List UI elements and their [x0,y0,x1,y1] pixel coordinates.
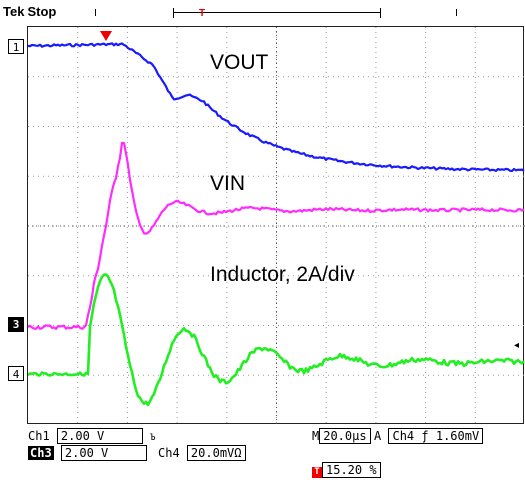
status-bar: Tek Stop T [0,0,525,24]
trigger-position-badge-icon: T [312,467,322,478]
trigger-source: Ch4 [392,429,415,443]
trigger-percent: 15.20 % [322,462,381,478]
vout-trace [28,42,525,173]
inductor-trace [28,273,525,407]
timebase-value: 20.0µs [319,428,371,444]
trigger-marker-icon [100,31,112,41]
record-length-bar [173,8,381,18]
ch4-name: Ch4 [158,446,180,460]
ch1-readout[interactable]: Ch1 2.00 V Ъ [28,428,156,445]
ch3-scale: 2.00 V [60,445,147,461]
ch3-readout[interactable]: Ch3 2.00 V [28,445,147,461]
graticule [28,27,525,425]
timebase-readout[interactable]: M 20.0µs [312,428,371,444]
trigger-settings: Ch4 ƒ 1.60mV [388,428,484,444]
brand-text: Tek [3,4,25,19]
brand-label: Tek Stop [3,4,56,19]
trigger-mode: A [374,429,382,443]
inductor-label: Inductor, 2A/div [210,263,355,286]
trigger-level: 1.60mV [435,429,480,443]
ch4-readout[interactable]: Ch4 20.0mVΩ [158,445,246,461]
ch3-name: Ch3 [28,446,54,460]
ch3-marker[interactable]: 3 [8,317,24,332]
ch4-scale: 20.0mVΩ [186,445,246,461]
run-state: Stop [27,4,57,19]
trigger-level-arrow-icon: ◂ [513,340,519,351]
trigger-position-readout[interactable]: T 15.20 % [312,462,381,478]
trigger-position-icon[interactable]: T [199,8,206,19]
vout-label: VOUT [210,51,269,74]
ch4-marker[interactable]: 4 [8,366,24,381]
vin-label: VIN [210,172,246,195]
timebase-prefix: M [312,429,320,443]
vin-trace [28,141,525,330]
top-tick [95,9,96,16]
ch1-scale: 2.00 V [56,428,143,444]
ch1-name: Ch1 [28,429,50,443]
top-tick [456,9,457,16]
bandwidth-limit-icon: Ъ [150,433,156,443]
trigger-readout[interactable]: A Ch4 ƒ 1.60mV [374,428,484,444]
waveform-display[interactable] [27,26,525,425]
ch1-marker[interactable]: 1 [8,39,24,54]
trigger-slope-icon: ƒ [421,429,429,443]
